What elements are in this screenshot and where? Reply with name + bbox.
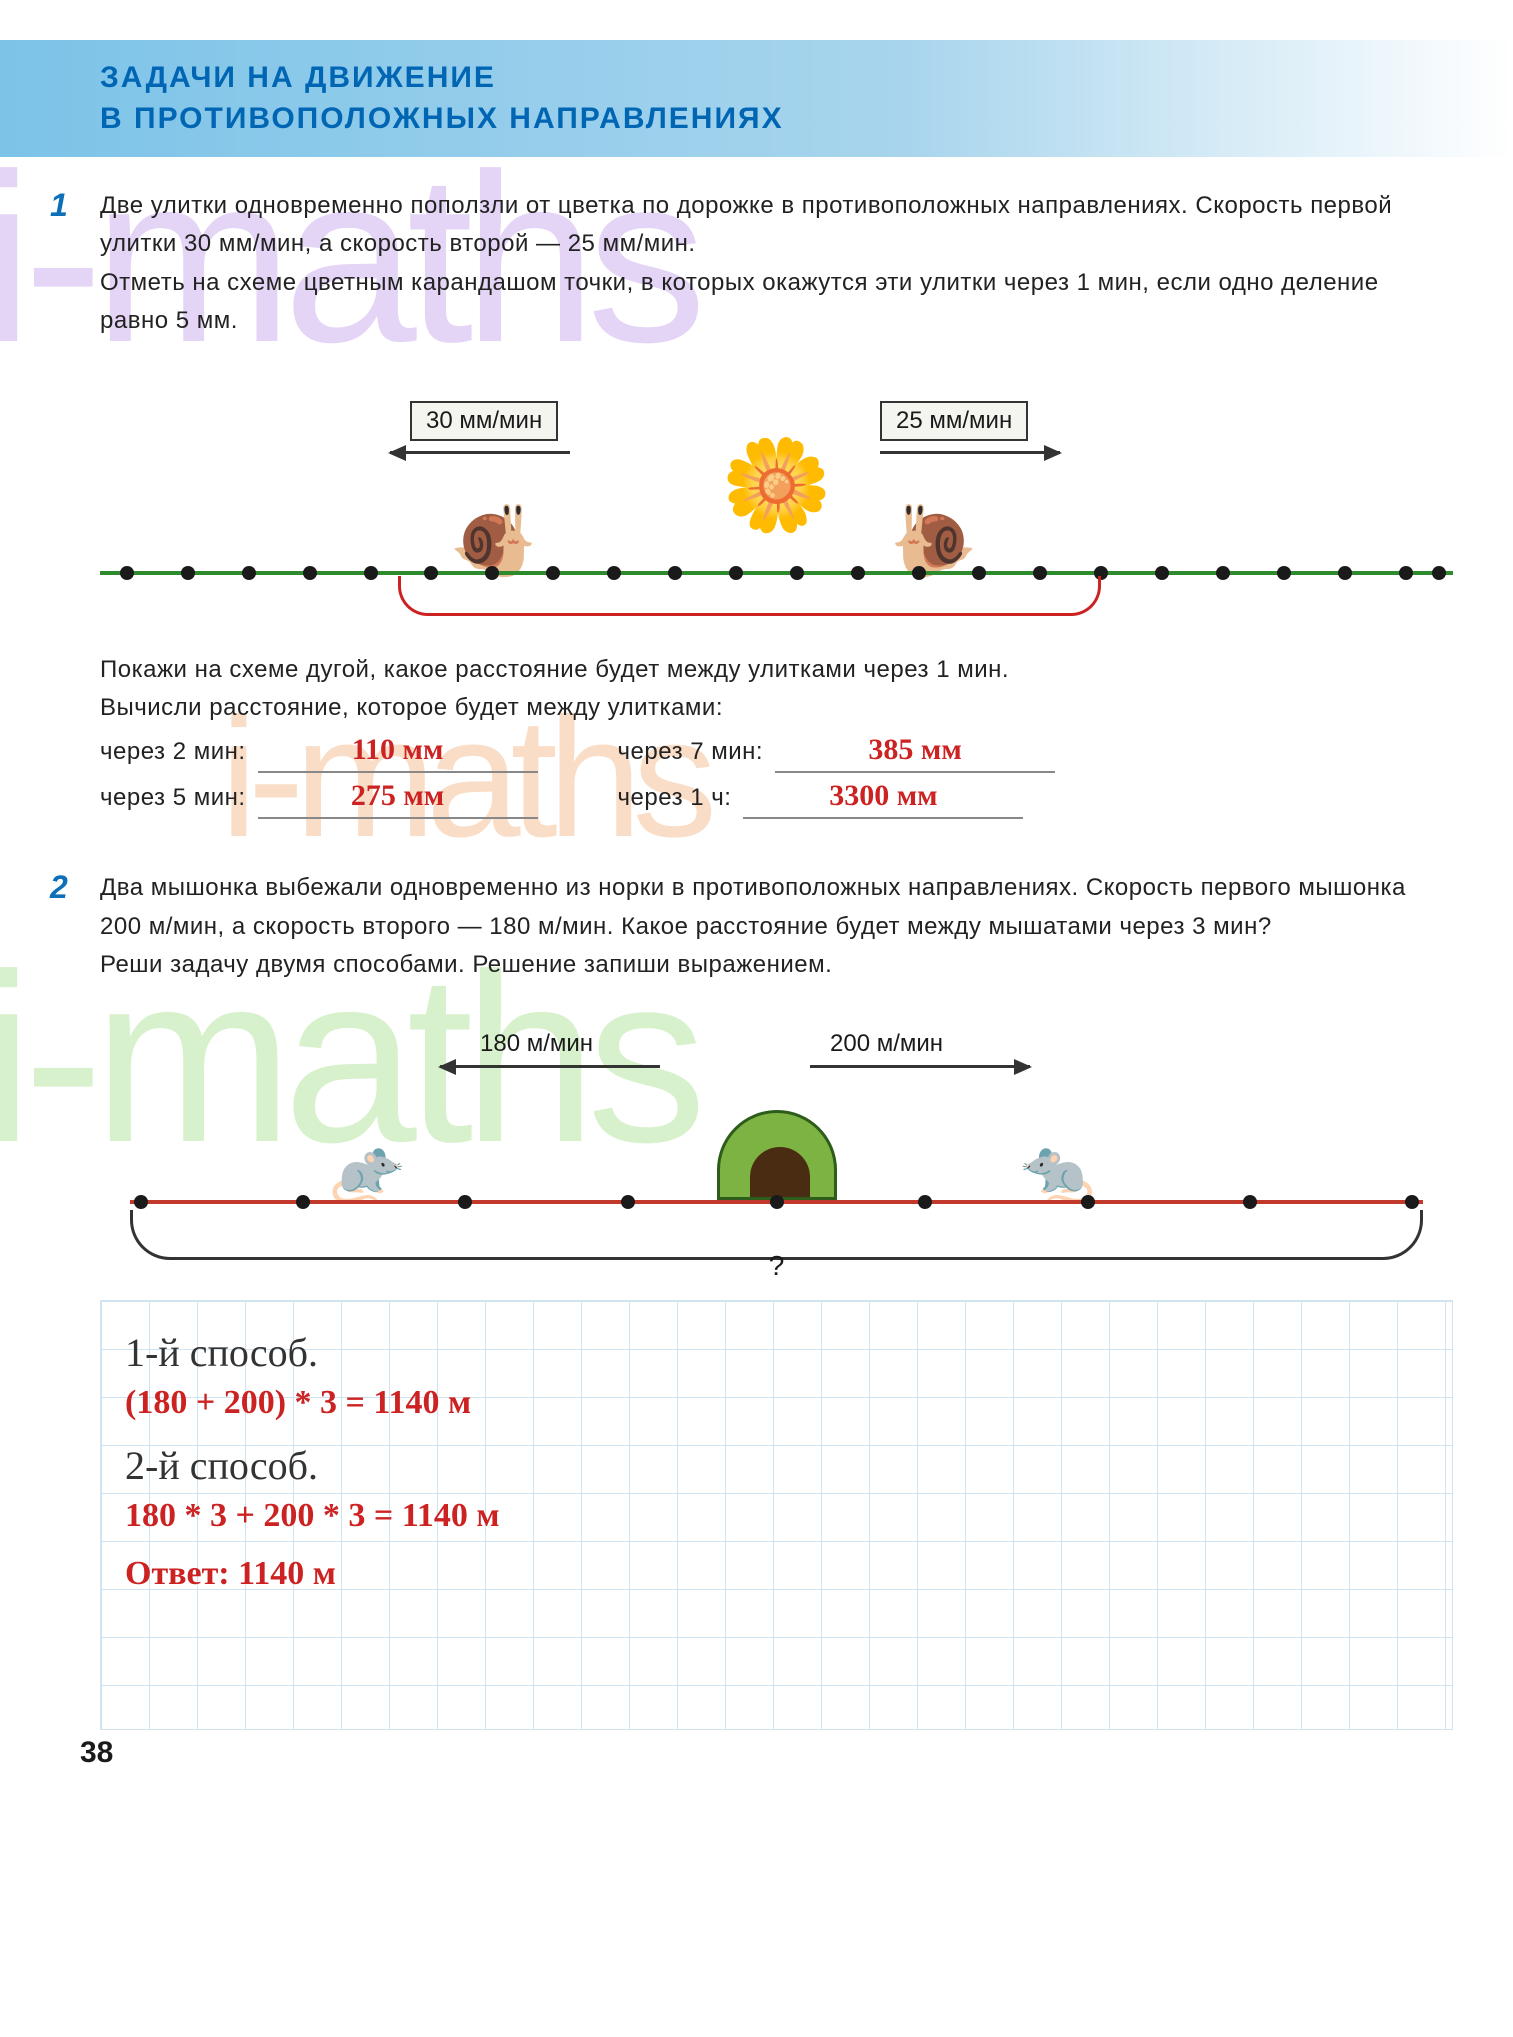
distance-arc <box>398 576 1102 616</box>
tick <box>296 1195 310 1209</box>
arrow-left <box>440 1065 660 1068</box>
answer-row-2: через 5 мин: 275 мм через 1 ч: 3300 мм <box>100 779 1453 819</box>
task-number: 2 <box>50 869 68 906</box>
tick <box>1338 566 1352 580</box>
method1-expression: (180 + 200) * 3 = 1140 м <box>125 1384 1428 1422</box>
tick <box>134 1195 148 1209</box>
solution-grid: 1-й способ. (180 + 200) * 3 = 1140 м 2-й… <box>100 1300 1453 1730</box>
final-answer: Ответ: 1140 м <box>125 1555 1428 1593</box>
label-2min: через 2 мин: <box>100 733 246 771</box>
tick <box>1216 566 1230 580</box>
tick <box>1399 566 1413 580</box>
answer-7min: 385 мм <box>775 733 1055 773</box>
page-number: 38 <box>80 1736 113 1770</box>
label-5min: через 5 мин: <box>100 779 246 817</box>
speed-left-label: 180 м/мин <box>480 1030 593 1058</box>
tick <box>303 566 317 580</box>
tick <box>621 1195 635 1209</box>
task1-text-1: Две улитки одновременно поползли от цвет… <box>100 187 1453 264</box>
method2-expression: 180 * 3 + 200 * 3 = 1140 м <box>125 1497 1428 1535</box>
arrow-right <box>880 451 1060 454</box>
task1-after-2: Вычисли расстояние, которое будет между … <box>100 689 1453 727</box>
task-1: 1 Две улитки одновременно поползли от цв… <box>100 187 1453 819</box>
speed-right-label: 200 м/мин <box>830 1030 943 1058</box>
task1-after-1: Покажи на схеме дугой, какое расстояние … <box>100 651 1453 689</box>
task2-text-2: Реши задачу двумя способами. Решение зап… <box>100 946 1453 984</box>
method1-label: 1-й способ. <box>125 1329 1428 1376</box>
label-1h: через 1 ч: <box>618 779 732 817</box>
task-2: 2 Два мышонка выбежали одновременно из н… <box>100 869 1453 1729</box>
task2-text-1: Два мышонка выбежали одновременно из нор… <box>100 869 1453 946</box>
speed-left-box: 30 мм/мин <box>410 401 558 441</box>
header-line1: ЗАДАЧИ НА ДВИЖЕНИЕ <box>100 58 1453 99</box>
burrow-icon <box>717 1110 837 1200</box>
tick <box>1155 566 1169 580</box>
tick <box>181 566 195 580</box>
tick <box>120 566 134 580</box>
tick <box>1405 1195 1419 1209</box>
snail-diagram: 30 мм/мин 25 мм/мин 🌼 🐌 🐌 <box>100 371 1453 631</box>
task-number: 1 <box>50 187 68 224</box>
question-mark: ? <box>769 1250 785 1282</box>
tick <box>1432 566 1446 580</box>
answer-2min: 110 мм <box>258 733 538 773</box>
label-7min: через 7 мин: <box>618 733 764 771</box>
section-header: ЗАДАЧИ НА ДВИЖЕНИЕ В ПРОТИВОПОЛОЖНЫХ НАП… <box>0 40 1513 157</box>
tick <box>1277 566 1291 580</box>
tick <box>918 1195 932 1209</box>
method2-label: 2-й способ. <box>125 1442 1428 1489</box>
tick <box>1243 1195 1257 1209</box>
arrow-left <box>390 451 570 454</box>
mouse-left-icon: 🐀 <box>330 1135 405 1206</box>
tick <box>242 566 256 580</box>
header-line2: В ПРОТИВОПОЛОЖНЫХ НАПРАВЛЕНИЯХ <box>100 99 1453 140</box>
task1-text-2: Отметь на схеме цветным карандашом точки… <box>100 264 1453 341</box>
answer-5min: 275 мм <box>258 779 538 819</box>
tick <box>458 1195 472 1209</box>
tick <box>364 566 378 580</box>
answer-row-1: через 2 мин: 110 мм через 7 мин: 385 мм <box>100 733 1453 773</box>
answer-1h: 3300 мм <box>743 779 1023 819</box>
arrow-right <box>810 1065 1030 1068</box>
speed-right-box: 25 мм/мин <box>880 401 1028 441</box>
flower-icon: 🌼 <box>720 441 832 531</box>
mouse-diagram: 180 м/мин 200 м/мин 🐀 🐀 ? <box>100 1010 1453 1290</box>
tick <box>1081 1195 1095 1209</box>
tick <box>770 1195 784 1209</box>
